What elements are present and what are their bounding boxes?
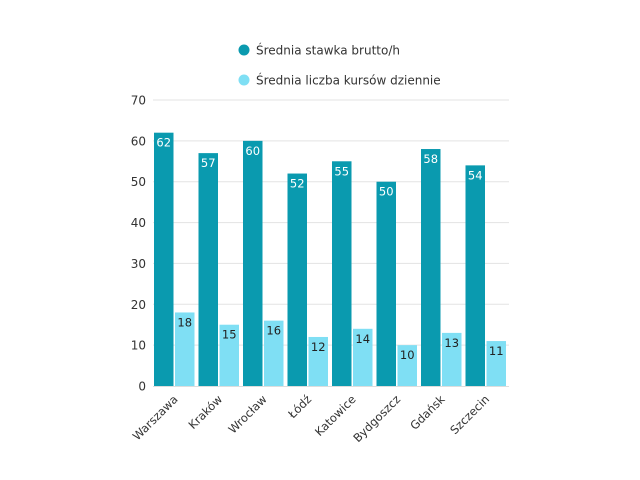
legend-label: Średnia stawka brutto/h xyxy=(256,43,400,58)
data-label: 54 xyxy=(468,168,483,182)
data-label: 12 xyxy=(311,340,326,354)
bar xyxy=(442,332,462,386)
data-label: 57 xyxy=(201,156,216,170)
x-tick-label: Wrocław xyxy=(225,392,269,436)
bar xyxy=(219,324,239,386)
bar xyxy=(287,173,307,386)
y-tick-label: 70 xyxy=(131,94,146,108)
data-label: 11 xyxy=(489,344,504,358)
data-label: 55 xyxy=(334,164,349,178)
data-label: 18 xyxy=(177,315,192,329)
bar xyxy=(198,153,218,386)
y-tick-label: 60 xyxy=(131,134,146,148)
y-tick-label: 30 xyxy=(131,257,146,271)
x-tick-label: Szczecin xyxy=(447,392,492,437)
bar xyxy=(397,345,417,386)
data-label: 52 xyxy=(290,177,305,191)
legend-marker xyxy=(238,44,250,56)
x-tick-label: Bydgoszcz xyxy=(350,392,403,445)
bar xyxy=(353,328,373,386)
data-label: 15 xyxy=(222,328,237,342)
bar xyxy=(332,161,352,386)
data-label: 62 xyxy=(156,136,171,150)
y-tick-label: 20 xyxy=(131,298,146,312)
bar xyxy=(243,140,263,386)
data-label: 16 xyxy=(266,324,281,338)
data-label: 50 xyxy=(379,185,394,199)
x-tick-label: Gdańsk xyxy=(407,392,448,433)
y-tick-label: 10 xyxy=(131,339,146,353)
data-label: 10 xyxy=(400,348,415,362)
data-label: 60 xyxy=(245,144,260,158)
y-tick-label: 0 xyxy=(138,380,146,394)
bar xyxy=(421,149,441,386)
bar xyxy=(175,312,195,386)
y-tick-label: 50 xyxy=(131,175,146,189)
x-tick-label: Katowice xyxy=(312,392,359,439)
y-tick-label: 40 xyxy=(131,216,146,230)
bar xyxy=(154,132,174,386)
data-label: 14 xyxy=(355,332,370,346)
x-tick-label: Łódź xyxy=(285,392,315,422)
bar xyxy=(264,320,284,386)
x-tick-label: Warszawa xyxy=(130,392,181,443)
bar xyxy=(465,165,485,386)
legend-marker xyxy=(238,74,250,86)
bar xyxy=(376,181,396,386)
data-label: 58 xyxy=(423,152,438,166)
data-label: 13 xyxy=(444,336,459,350)
legend-label: Średnia liczba kursów dziennie xyxy=(256,73,441,88)
bar xyxy=(486,341,506,386)
bar xyxy=(308,336,328,386)
x-tick-label: Kraków xyxy=(186,392,226,432)
